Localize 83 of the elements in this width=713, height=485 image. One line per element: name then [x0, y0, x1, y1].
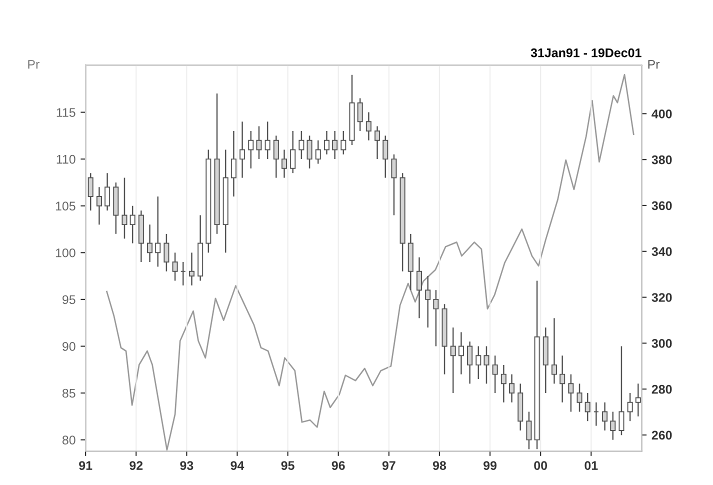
candlestick: [306, 135, 312, 170]
y-tick-label: 115: [56, 108, 76, 117]
candlestick: [248, 130, 254, 170]
candlestick: [467, 340, 473, 384]
candlestick: [88, 172, 94, 212]
candlestick: [610, 411, 616, 440]
candlestick: [576, 383, 582, 412]
x-tick-label: 94: [230, 461, 244, 470]
candlestick: [298, 130, 304, 160]
candlestick: [240, 121, 246, 178]
x-tick-label: 95: [281, 461, 294, 470]
y2-tick-label: 380: [652, 155, 672, 164]
candlestick: [551, 318, 557, 384]
candlestick: [425, 275, 431, 328]
y-tick-label: 105: [56, 202, 76, 211]
x-tick-label: 00: [534, 461, 548, 470]
candlestick: [627, 392, 633, 422]
candlestick: [374, 126, 380, 160]
candlestick: [618, 346, 624, 436]
y2-tick-label: 360: [652, 201, 672, 210]
candlestick: [315, 140, 321, 164]
candlestick: [340, 130, 346, 156]
candlestick: [584, 392, 590, 422]
candlestick: [264, 121, 270, 160]
candlestick: [357, 98, 363, 132]
candlestick: [122, 177, 128, 240]
candlestick: [492, 354, 498, 394]
candlestick: [281, 149, 288, 178]
y2-tick-label: 300: [652, 338, 672, 348]
x-tick-label: 92: [130, 461, 143, 470]
y-axis-title: Pr: [28, 60, 40, 69]
candlestick: [484, 346, 490, 384]
candlestick: [560, 354, 566, 404]
x-tick-label: 96: [332, 461, 345, 470]
candlestick: [635, 383, 641, 418]
candlestick: [230, 130, 236, 198]
y-tick-label: 95: [62, 295, 76, 304]
candlestick: [172, 252, 178, 282]
chart-title: 31Jan91 - 19Dec01: [530, 48, 642, 58]
y2-tick-label: 400: [652, 109, 672, 118]
y-tick-label: 90: [62, 342, 76, 351]
candlestick: [433, 289, 439, 347]
x-tick-label: 97: [382, 461, 396, 470]
y-tick-label: 110: [56, 154, 76, 164]
candlestick: [164, 233, 170, 272]
x-tick-label: 01: [584, 461, 598, 470]
candlestick: [104, 172, 110, 212]
candlestick: [602, 402, 608, 432]
candlestick: [500, 364, 506, 404]
x-tick-label: 91: [79, 461, 92, 470]
candlestick: [391, 154, 397, 216]
candlestick: [509, 374, 515, 404]
x-tick-label: 93: [180, 461, 194, 470]
x-tick-label: 98: [432, 461, 446, 470]
y2-tick-label: 340: [652, 247, 672, 256]
candlestick: [147, 224, 153, 263]
candlestick: [96, 186, 102, 226]
candlestick: [450, 326, 456, 394]
candlestick: [568, 374, 574, 412]
y-tick-label: 80: [62, 436, 76, 444]
candlestick: [332, 130, 338, 160]
candlestick: [476, 346, 482, 380]
candlestick: [155, 196, 161, 268]
candlestick: [188, 252, 194, 286]
line-series: [106, 74, 634, 451]
y2-tick-label: 260: [652, 430, 672, 440]
y2-axis-title: Pr: [648, 60, 660, 69]
y-tick-label: 100: [56, 248, 76, 258]
candlestick: [130, 205, 136, 244]
y2-tick-label: 320: [652, 293, 672, 302]
candlestick: [593, 402, 599, 426]
candlestick: [256, 126, 262, 160]
candlestick: [458, 332, 464, 375]
candlestick: [273, 135, 279, 178]
candlestick: [416, 256, 422, 319]
candlestick: [180, 261, 186, 286]
y2-tick-label: 280: [652, 384, 672, 394]
candlestick: [290, 130, 296, 174]
candlestick: [382, 135, 388, 178]
y-tick-label: 85: [62, 388, 76, 398]
x-tick-label: 99: [484, 461, 497, 470]
candlestick: [324, 130, 330, 156]
candlestick: [366, 112, 372, 141]
